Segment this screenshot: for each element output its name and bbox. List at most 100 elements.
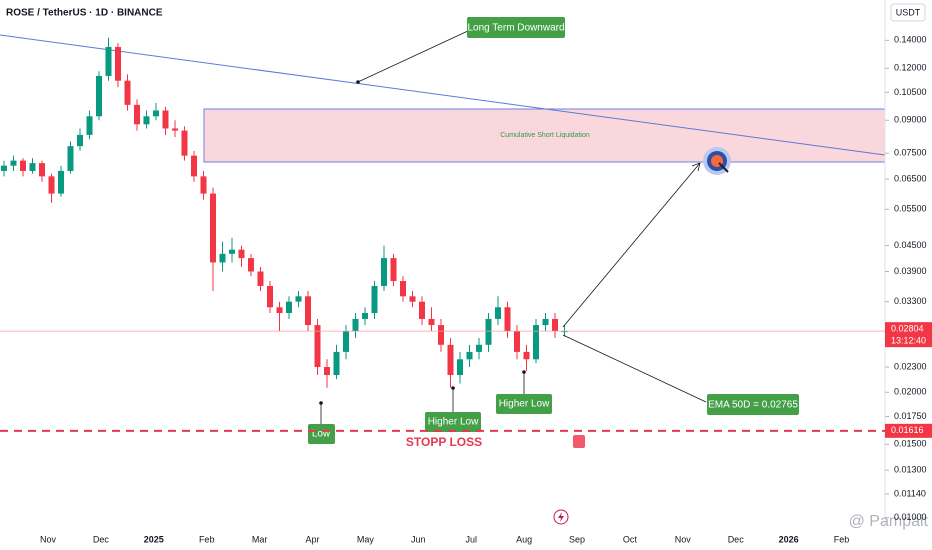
plot-area: Cumulative Short Liquidation — [0, 34, 886, 163]
candles — [1, 37, 568, 388]
candle-body — [286, 301, 292, 314]
candle-body — [276, 307, 283, 314]
candle-body — [96, 75, 102, 117]
y-tick-label: 0.09000 — [894, 115, 927, 125]
arrow — [562, 162, 701, 328]
candle-body — [48, 176, 55, 194]
y-tick-label: 0.03900 — [894, 266, 927, 276]
label-box — [496, 394, 552, 414]
candle-body — [58, 170, 64, 194]
arrow-head — [691, 162, 701, 172]
y-tick-label: 0.07500 — [894, 148, 927, 158]
higher-low-label: Higher Low — [428, 417, 479, 428]
y-tick-label: 0.06500 — [894, 173, 927, 183]
x-tick-label: May — [357, 534, 375, 544]
candle-body — [352, 318, 359, 332]
candle-body — [476, 344, 482, 352]
pointer — [562, 334, 707, 403]
price-tag — [885, 322, 932, 348]
candle-body — [124, 80, 131, 105]
zone-label: Cumulative Short Liquidation — [500, 132, 590, 139]
trend-label: Long Term Downward — [467, 23, 564, 34]
liquidation-zone — [203, 108, 886, 163]
candle-body — [561, 331, 568, 333]
x-tick-label: Feb — [834, 534, 850, 544]
candle-body — [39, 163, 45, 177]
x-tick-label: Jun — [411, 534, 426, 544]
x-tick-label: 2026 — [779, 534, 799, 544]
candle-body — [400, 281, 406, 297]
candle-body — [333, 351, 340, 376]
candle-body — [409, 296, 416, 302]
candle-body — [457, 359, 463, 376]
y-tick-label: 0.01000 — [894, 512, 927, 522]
candle-body — [267, 285, 273, 308]
label-box — [707, 394, 799, 415]
chart-title: ROSE / TetherUS · 1D · BINANCE — [6, 8, 163, 19]
candle-body — [86, 116, 93, 135]
event-icon — [553, 509, 569, 525]
candle-body — [200, 176, 207, 194]
candle-body — [172, 128, 178, 131]
unit-box — [890, 3, 926, 22]
unit-label: USDT — [896, 7, 921, 17]
candle-body — [229, 249, 235, 254]
stop-loss-label: STOPP LOSS — [406, 435, 482, 449]
pointer-dot — [451, 386, 455, 390]
candle-body — [495, 307, 501, 319]
candle-body — [305, 296, 311, 326]
x-tick-label: Aug — [516, 534, 532, 544]
candle-body — [542, 318, 549, 326]
candle-body — [181, 130, 188, 156]
x-tick-label: Apr — [305, 534, 319, 544]
target-arrow — [718, 162, 729, 173]
y-tick-label: 0.01300 — [894, 465, 927, 475]
y-tick-label: 0.12000 — [894, 63, 927, 73]
y-tick-label: 0.04500 — [894, 240, 927, 250]
event-bolt — [558, 512, 564, 522]
candle-body — [248, 258, 254, 272]
candle-body — [438, 325, 444, 345]
annotations: Long Term Downward EMA 50D = 0.02765 Low… — [308, 17, 799, 525]
candle-body — [362, 313, 368, 319]
candle-body — [210, 193, 216, 263]
label-box — [308, 424, 335, 444]
pointer-dot — [356, 80, 360, 84]
price-tag-label: 0.02804 — [891, 324, 924, 334]
candle-body — [419, 301, 425, 319]
candle-body — [134, 104, 140, 125]
stop-tag — [885, 423, 932, 438]
x-tick-label: Dec — [93, 534, 110, 544]
candle-body — [115, 46, 121, 81]
ema-label: EMA 50D = 0.02765 — [708, 400, 798, 411]
candle-body — [390, 258, 397, 282]
x-tick-label: Mar — [252, 534, 268, 544]
candle-body — [20, 160, 26, 171]
candle-body — [29, 163, 36, 171]
candle-body — [504, 307, 511, 332]
candle-body — [324, 366, 330, 376]
candle-body — [514, 331, 520, 352]
x-tick-label: Nov — [675, 534, 692, 544]
x-tick-label: Nov — [40, 534, 57, 544]
candle-body — [191, 155, 197, 177]
candle-body — [238, 249, 245, 259]
x-tick-label: Sep — [569, 534, 585, 544]
candle-body — [153, 110, 159, 117]
candle-body — [371, 285, 378, 314]
y-tick-label: 0.10500 — [894, 87, 927, 97]
candle-body — [295, 296, 302, 302]
y-tick-label: 0.02000 — [894, 387, 927, 397]
y-tick-label: 0.02300 — [894, 361, 927, 371]
x-tick-label: Dec — [728, 534, 745, 544]
y-tick-label: 0.03300 — [894, 296, 927, 306]
y-tick-label: 0.14000 — [894, 35, 927, 45]
candle-body — [485, 318, 492, 345]
trend-line — [0, 34, 886, 156]
candle-body — [447, 344, 454, 376]
candle-body — [466, 351, 473, 360]
stop-tag-label: 0.01616 — [891, 425, 924, 435]
label-box — [425, 412, 481, 432]
x-tick-label: Jul — [465, 534, 477, 544]
